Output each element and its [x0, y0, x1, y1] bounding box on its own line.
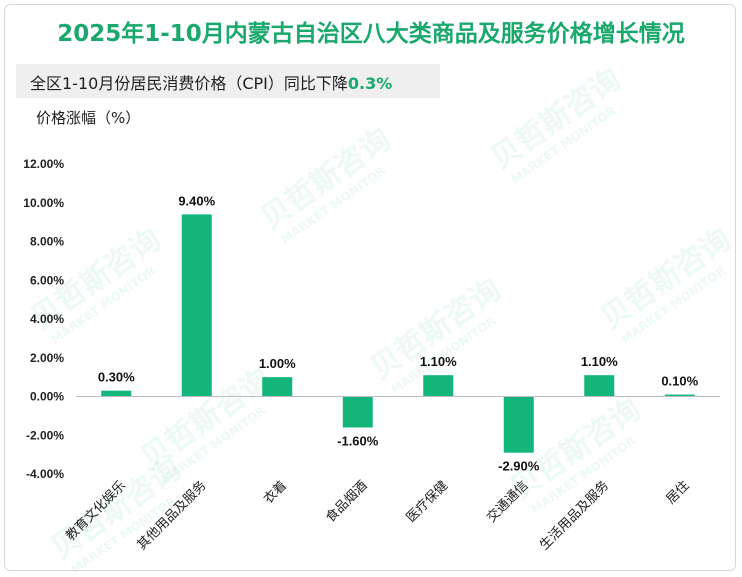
data-label: 0.30% [98, 370, 135, 385]
y-tick-label: 4.00% [30, 312, 64, 326]
subtitle: 全区1-10月份居民消费价格（CPI）同比下降0.3% [30, 70, 392, 94]
bar [423, 375, 454, 397]
subtitle-text: 全区1-10月份居民消费价格（CPI）同比下降 [30, 74, 348, 93]
data-label: 1.10% [420, 354, 457, 369]
x-tick-label: 居住 [664, 478, 693, 507]
data-label: 1.00% [259, 356, 296, 371]
chart-frame [4, 4, 736, 571]
x-tick-label: 医疗保健 [404, 478, 451, 525]
y-tick-labels: -4.00% -2.00% 0.00% 2.00% 4.00% 6.00% 8.00% 10.… [23, 157, 64, 481]
data-label: 1.10% [581, 354, 618, 369]
bar [342, 396, 373, 428]
y-tick-label: 6.00% [30, 273, 64, 287]
y-tick-label: -2.00% [26, 428, 64, 442]
bar [503, 396, 534, 453]
x-tick-label: 食品烟酒 [322, 478, 370, 526]
data-label: 9.40% [178, 193, 215, 208]
data-labels: 0.30% 9.40% 1.00% -1.60% 1.10% -2.90% 1.10% 0.1… [98, 193, 699, 473]
data-label: -2.90% [498, 459, 540, 474]
y-axis-label: 价格涨幅（%） [36, 109, 141, 127]
y-tick-label: 2.00% [30, 351, 64, 365]
data-label: -1.60% [337, 434, 379, 449]
bar [181, 214, 212, 397]
x-tick-label: 衣着 [260, 478, 290, 508]
y-tick-label: -4.00% [26, 467, 64, 481]
y-tick-label: 10.00% [23, 196, 64, 210]
y-tick-label: 0.00% [30, 390, 64, 404]
bar [584, 375, 615, 397]
subtitle-box [16, 64, 440, 98]
y-tick-label: 8.00% [30, 235, 64, 249]
data-label: 0.10% [661, 374, 698, 389]
bar [101, 390, 132, 397]
bar [664, 394, 695, 397]
subtitle-highlight: 0.3% [347, 74, 393, 93]
chart-title: 2025年1-10月内蒙古自治区八大类商品及服务价格增长情况 [57, 21, 685, 47]
y-tick-label: 12.00% [23, 157, 64, 171]
bar [262, 377, 293, 397]
bars [101, 214, 695, 453]
